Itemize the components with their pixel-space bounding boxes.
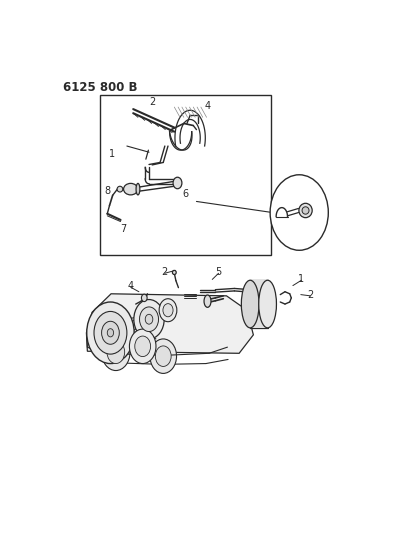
Text: 2: 2 (162, 267, 168, 277)
Circle shape (150, 339, 177, 374)
Ellipse shape (173, 270, 176, 274)
Text: 10: 10 (298, 207, 310, 217)
Circle shape (102, 334, 130, 370)
Polygon shape (86, 294, 253, 353)
Ellipse shape (204, 295, 211, 308)
Text: 3: 3 (260, 303, 266, 313)
Text: 6125 800 B: 6125 800 B (63, 81, 137, 94)
Circle shape (94, 311, 127, 354)
Ellipse shape (142, 294, 147, 302)
Ellipse shape (136, 183, 140, 195)
Circle shape (145, 314, 153, 324)
Text: 9: 9 (283, 216, 289, 227)
Circle shape (107, 329, 113, 337)
Circle shape (155, 346, 171, 366)
Ellipse shape (259, 280, 277, 328)
Circle shape (140, 307, 158, 332)
Circle shape (163, 304, 173, 317)
Ellipse shape (299, 203, 312, 217)
Bar (100, 95, 271, 255)
Text: 1: 1 (298, 274, 304, 285)
Circle shape (107, 341, 125, 364)
Circle shape (102, 321, 119, 344)
Ellipse shape (242, 280, 259, 328)
Ellipse shape (302, 207, 309, 214)
Text: 4: 4 (128, 281, 134, 291)
Text: 2: 2 (150, 97, 156, 107)
Text: 1: 1 (109, 149, 115, 159)
Text: 8: 8 (104, 186, 110, 196)
Circle shape (134, 300, 164, 339)
Circle shape (173, 177, 182, 189)
Text: 7: 7 (120, 224, 126, 234)
Text: 4: 4 (204, 101, 211, 111)
Text: 5: 5 (215, 267, 222, 277)
Circle shape (270, 175, 328, 251)
Circle shape (135, 336, 151, 357)
Text: 2: 2 (307, 290, 313, 300)
Circle shape (159, 298, 177, 322)
Text: 6: 6 (182, 189, 188, 199)
Circle shape (129, 329, 156, 364)
Circle shape (87, 302, 134, 364)
Bar (250, 280, 268, 328)
Ellipse shape (117, 186, 123, 192)
Ellipse shape (124, 183, 138, 195)
